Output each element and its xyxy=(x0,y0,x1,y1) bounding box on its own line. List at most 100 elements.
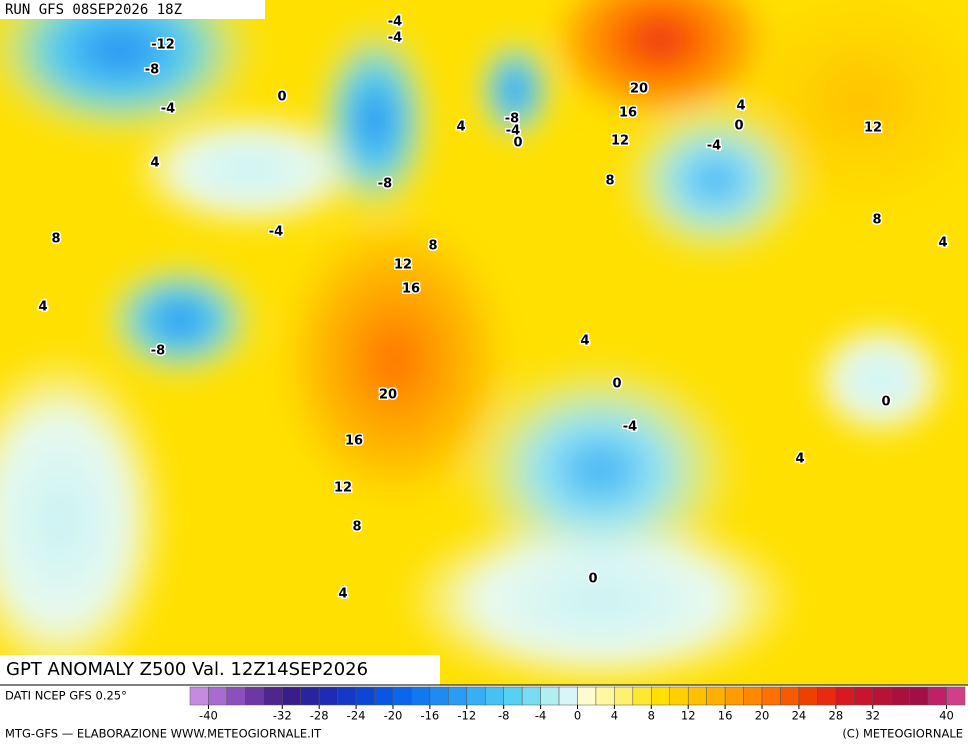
colorbar-tick-label: 8 xyxy=(648,709,655,723)
contour-label: -8 xyxy=(151,344,165,359)
contour-label: 4 xyxy=(38,300,47,315)
colorbar-swatch xyxy=(687,686,707,706)
copyright: (C) METEOGIORNALE xyxy=(842,727,963,741)
colorbar-swatch xyxy=(448,686,468,706)
header-box xyxy=(0,0,265,19)
contour-label: 4 xyxy=(456,120,465,135)
contour-label: 8 xyxy=(51,232,60,247)
colorbar-swatch xyxy=(724,686,744,706)
colorbar-swatch xyxy=(466,686,486,706)
colorbar-tick-label: 4 xyxy=(611,709,618,723)
colorbar-swatch xyxy=(780,686,800,706)
colorbar-tick-label: -4 xyxy=(535,709,546,723)
contour-label: -12 xyxy=(151,38,175,53)
contour-label: -8 xyxy=(145,63,159,78)
colorbar-tick-label: -32 xyxy=(273,709,292,723)
colorbar-tick-label: -8 xyxy=(498,709,509,723)
contour-label: 4 xyxy=(150,156,159,171)
colorbar-swatch xyxy=(651,686,671,706)
colorbar-swatch xyxy=(927,686,947,706)
contour-label: -4 xyxy=(707,139,721,154)
colorbar-swatch xyxy=(540,686,560,706)
map-field: -16-12-8-40484-4-4-84-8-40-4-88121620161… xyxy=(0,0,968,685)
colorbar-swatch xyxy=(706,686,726,706)
colorbar-swatch xyxy=(614,686,634,706)
colorbar-swatch xyxy=(577,686,597,706)
contour-label: -4 xyxy=(269,225,283,240)
colorbar-swatch xyxy=(835,686,855,706)
colorbar-swatch xyxy=(558,686,578,706)
colorbar-tick-label: -20 xyxy=(384,709,403,723)
contour-label: -4 xyxy=(388,31,402,46)
colorbar-swatch xyxy=(189,686,209,706)
contour-label: 4 xyxy=(938,236,947,251)
colorbar-tick-label: -16 xyxy=(420,709,439,723)
colorbar-swatch xyxy=(632,686,652,706)
colorbar-swatch xyxy=(355,686,375,706)
contour-label: 12 xyxy=(611,134,629,149)
contour-label: -4 xyxy=(161,102,175,117)
colorbar-swatch xyxy=(226,686,246,706)
colorbar-swatch xyxy=(503,686,523,706)
map-caption: GPT ANOMALY Z500 Val. 12Z14SEP2026 xyxy=(6,659,368,680)
contour-label: 20 xyxy=(630,82,648,97)
contour-label: 8 xyxy=(605,174,614,189)
colorbar-swatch xyxy=(872,686,892,706)
contour-label: 16 xyxy=(619,106,637,121)
contour-label: 8 xyxy=(872,213,881,228)
colorbar-swatch xyxy=(318,686,338,706)
colorbar-swatch xyxy=(282,686,301,706)
colorbar-swatch xyxy=(761,686,781,706)
credit: MTG-GFS — ELABORAZIONE WWW.METEOGIORNALE… xyxy=(5,727,322,741)
colorbar-swatch xyxy=(854,686,873,706)
source: DATI NCEP GFS 0.25° xyxy=(5,689,127,703)
colorbar-swatch xyxy=(946,686,966,706)
colorbar-swatch xyxy=(484,686,504,706)
contour-label: 4 xyxy=(736,99,745,114)
contour-label: 0 xyxy=(277,90,286,105)
colorbar-tick-label: 28 xyxy=(829,709,844,723)
colorbar-swatch xyxy=(429,686,449,706)
colorbar-tick-label: 32 xyxy=(865,709,880,723)
contour-label: 8 xyxy=(428,239,437,254)
contour-label: 0 xyxy=(881,395,890,410)
contour-label: 12 xyxy=(394,258,412,273)
contour-label: 16 xyxy=(402,282,420,297)
colorbar-tick-label: 24 xyxy=(792,709,807,723)
colorbar-swatch xyxy=(817,686,837,706)
contour-label: 0 xyxy=(513,136,522,151)
colorbar-swatch xyxy=(208,686,228,706)
colorbar-swatch xyxy=(798,686,818,706)
contour-label: -4 xyxy=(506,124,520,139)
contour-label: 12 xyxy=(334,481,352,496)
colorbar-swatch xyxy=(743,686,763,706)
colorbar-swatch xyxy=(909,686,929,706)
colorbar-swatch xyxy=(263,686,283,706)
contour-label: 12 xyxy=(864,121,882,136)
run-title: RUN GFS 08SEP2026 18Z xyxy=(5,2,182,18)
colorbar-tick-label: 20 xyxy=(755,709,770,723)
contour-label: -4 xyxy=(623,420,637,435)
colorbar-swatch xyxy=(337,686,357,706)
contour-label: 4 xyxy=(338,587,347,602)
colorbar-swatch xyxy=(595,686,615,706)
contour-label: 8 xyxy=(352,520,361,535)
colorbar-swatch xyxy=(411,686,431,706)
colorbar-swatch xyxy=(669,686,689,706)
contour-label: 0 xyxy=(734,119,743,134)
colorbar-tick-label: -24 xyxy=(347,709,366,723)
contour-label: 16 xyxy=(345,434,363,449)
colorbar-tick-label: -40 xyxy=(199,709,218,723)
colorbar-tick-label: 40 xyxy=(939,709,954,723)
colorbar-tick-label: 16 xyxy=(718,709,733,723)
contour-label: 0 xyxy=(588,572,597,587)
contour-label: 20 xyxy=(379,388,397,403)
contour-label: 4 xyxy=(580,334,589,349)
colorbar-swatch xyxy=(521,686,541,706)
colorbar-swatch xyxy=(890,686,910,706)
contour-label: 0 xyxy=(612,377,621,392)
contour-label: -8 xyxy=(505,112,519,127)
contour-label: -8 xyxy=(378,177,392,192)
colorbar: -40 -32 -28 -24 -20 -16 -12 -8 -4 0 4 8 12 16 20 24 28 32… xyxy=(189,686,966,723)
